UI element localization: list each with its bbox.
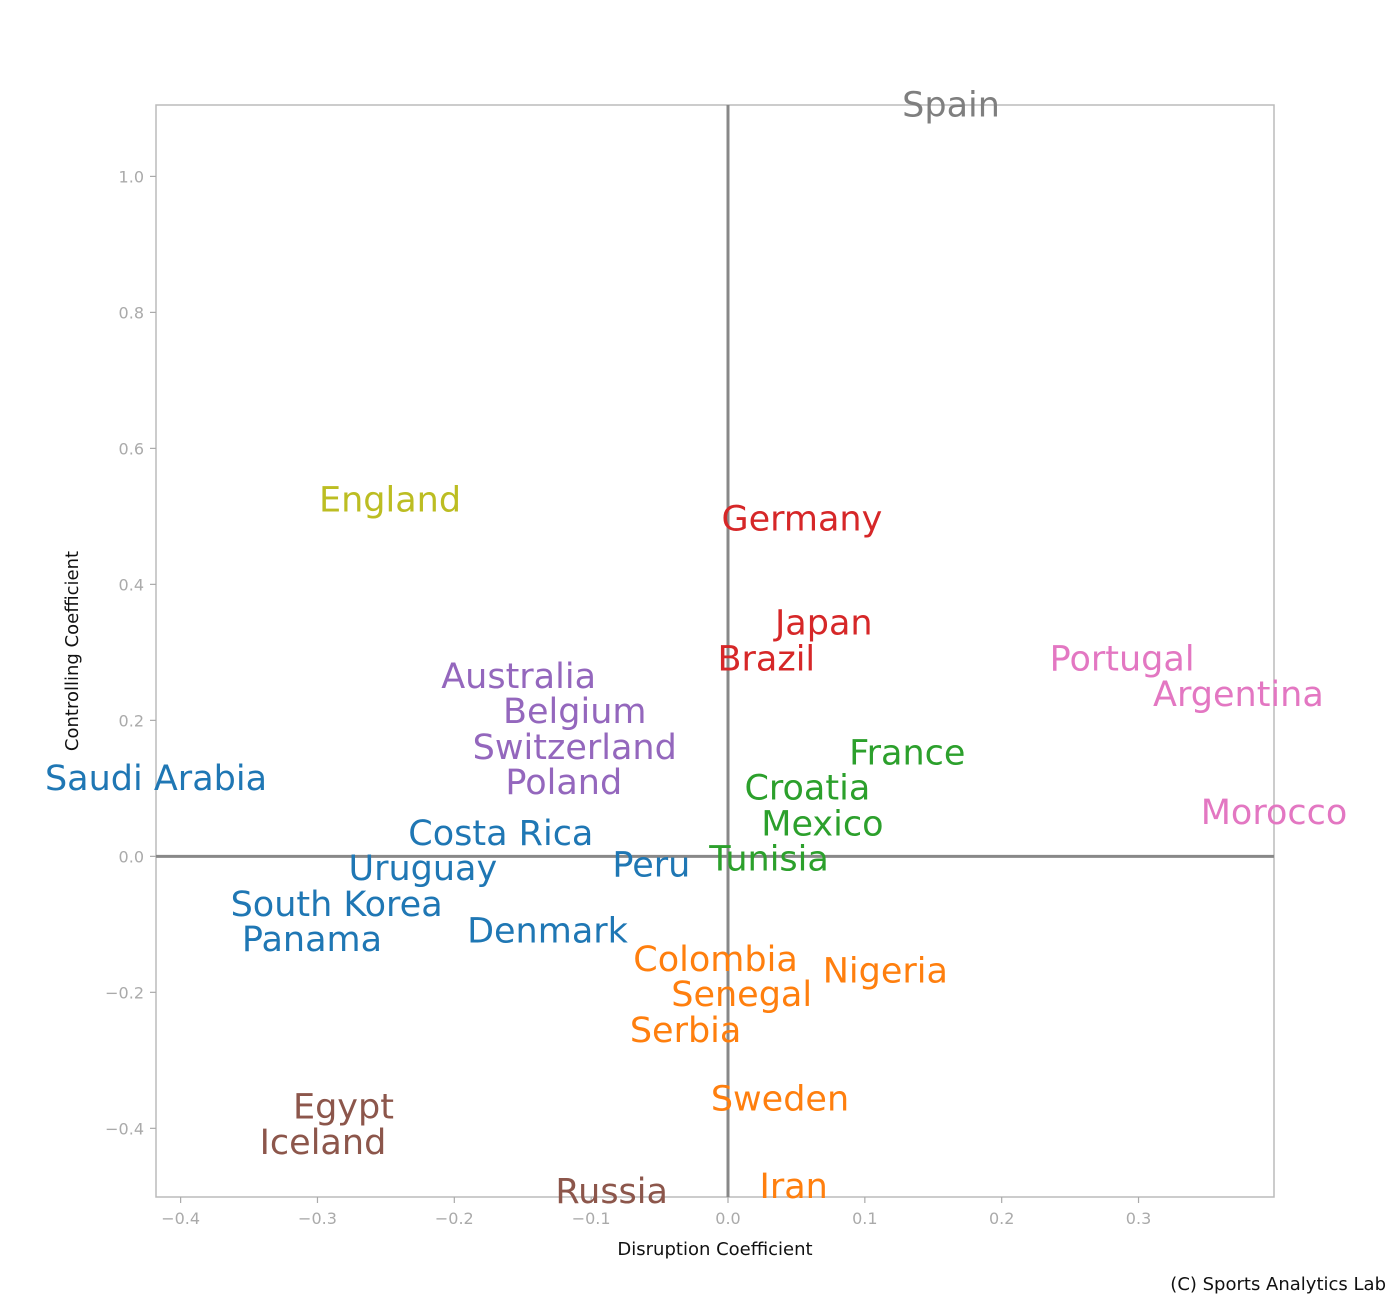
- point-label-argentina: Argentina: [1153, 675, 1324, 715]
- credit-text: (C) Sports Analytics Lab: [1170, 1274, 1386, 1295]
- x-axis-label: Disruption Coefficient: [617, 1239, 812, 1260]
- point-label-france: France: [849, 733, 965, 773]
- point-label-croatia: Croatia: [744, 769, 870, 809]
- point-label-russia: Russia: [555, 1172, 668, 1212]
- point-label-egypt: Egypt: [293, 1087, 394, 1127]
- x-tick-label: 0.3: [1126, 1209, 1151, 1228]
- point-label-mexico: Mexico: [761, 804, 883, 844]
- x-tick-label: −0.1: [572, 1209, 611, 1228]
- point-label-brazil: Brazil: [717, 639, 815, 679]
- point-label-japan: Japan: [773, 604, 873, 644]
- point-label-denmark: Denmark: [467, 911, 629, 951]
- y-tick-label: 0.2: [119, 711, 144, 730]
- point-label-nigeria: Nigeria: [823, 952, 948, 992]
- y-tick-label: 0.0: [119, 847, 144, 866]
- y-tick-label: 0.4: [119, 575, 144, 594]
- point-label-belgium: Belgium: [503, 692, 647, 732]
- point-label-costa-rica: Costa Rica: [408, 814, 593, 854]
- x-tick-label: −0.3: [298, 1209, 337, 1228]
- x-tick-label: −0.2: [435, 1209, 474, 1228]
- y-axis-label: Controlling Coefficient: [62, 551, 83, 751]
- point-label-iran: Iran: [760, 1167, 828, 1207]
- y-tick-label: −0.2: [105, 983, 144, 1002]
- point-label-australia: Australia: [441, 657, 596, 697]
- point-label-saudi-arabia: Saudi Arabia: [45, 759, 267, 799]
- y-tick-label: 1.0: [119, 167, 144, 186]
- x-tick-label: 0.2: [989, 1209, 1014, 1228]
- y-tick-label: −0.4: [105, 1119, 144, 1138]
- point-label-morocco: Morocco: [1201, 793, 1348, 833]
- point-label-colombia: Colombia: [633, 940, 797, 980]
- point-label-south-korea: South Korea: [231, 885, 443, 925]
- point-label-uruguay: Uruguay: [348, 849, 497, 889]
- point-label-england: England: [319, 480, 461, 520]
- point-label-switzerland: Switzerland: [473, 728, 677, 768]
- point-label-iceland: Iceland: [260, 1123, 387, 1163]
- point-label-germany: Germany: [721, 499, 882, 539]
- point-label-portugal: Portugal: [1050, 639, 1195, 679]
- y-tick-label: 0.8: [119, 303, 144, 322]
- point-label-peru: Peru: [612, 846, 690, 886]
- point-label-poland: Poland: [505, 763, 622, 803]
- y-tick-label: 0.6: [119, 439, 144, 458]
- x-tick-label: 0.1: [852, 1209, 877, 1228]
- point-label-senegal: Senegal: [671, 975, 812, 1015]
- point-label-serbia: Serbia: [630, 1011, 742, 1051]
- point-label-panama: Panama: [242, 920, 382, 960]
- x-tick-label: 0.0: [715, 1209, 740, 1228]
- plot-frame: [155, 104, 1275, 1198]
- point-label-tunisia: Tunisia: [708, 840, 829, 880]
- point-label-spain: Spain: [902, 85, 1000, 125]
- point-label-sweden: Sweden: [711, 1079, 849, 1119]
- x-tick-label: −0.4: [161, 1209, 200, 1228]
